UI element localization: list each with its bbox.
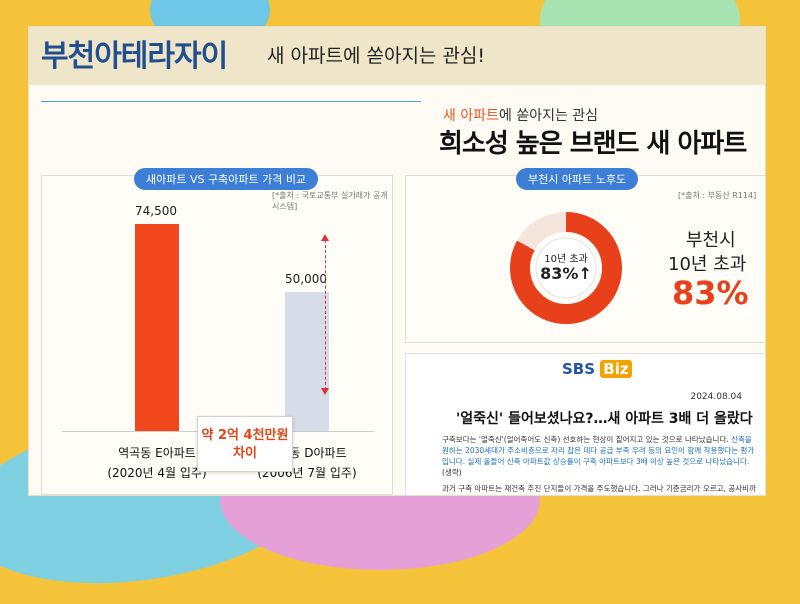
bar-2 (285, 292, 329, 431)
bar-chart: 74,500 역곡동 E아파트 (2020년 4월 입주) 50,000 역곡동 D아파… (42, 176, 394, 495)
news-date: 2024.08.04 (690, 392, 742, 402)
price-gap-callout: 약 2억 4천만원 차이 (197, 416, 293, 472)
news-clipping: SBS Biz 2024.08.04 '얼죽신' 들어보셨나요?…새 아파트 3… (405, 353, 765, 495)
brand-title: 부천아테라자이 (41, 39, 228, 74)
donut-chart (510, 212, 622, 324)
aging-side-line1: 부천시 (686, 230, 736, 251)
callout-line1: 약 2억 4천만원 (201, 428, 289, 443)
content-card: 부천아테라자이 새 아파트에 쏟아지는 관심! 새 아파트에 쏟아지는 관심 희… (28, 26, 766, 496)
news-p2: 과거 구축 아파트는 재건축 추진 단지들이 가격을 주도했습니다. 그러나 기… (442, 484, 756, 493)
bar-value-label: 74,500 (135, 204, 177, 219)
bar-value-label: 50,000 (285, 272, 327, 287)
news-p1: 구축보다는 '얼죽신'(얼어죽어도 신축) 선호하는 현상이 짙어지고 있는 것… (442, 435, 729, 444)
gap-arrow (325, 240, 326, 390)
tagline-rest: 에 쏟아지는 관심 (498, 108, 599, 124)
donut-value: 83%↑ (540, 264, 592, 283)
sbs-biz-logo: SBS Biz (562, 360, 632, 378)
donut-arc (510, 212, 622, 324)
bar-1 (135, 224, 179, 431)
category-line1: 역곡동 E아파트 (118, 446, 196, 460)
tagline-highlight: 새 아파트 (443, 108, 499, 124)
news-body: 구축보다는 '얼죽신'(얼어죽어도 신축) 선호하는 현상이 짙어지고 있는 것… (442, 434, 760, 495)
price-comparison-badge: 새아파트 VS 구축아파트 가격 비교 (134, 168, 319, 190)
donut-label: 10년 초과 (544, 254, 588, 265)
header-subtitle: 새 아파트에 쏟아지는 관심! (267, 45, 486, 67)
category-line2: (2020년 4월 입주) (107, 466, 207, 480)
logo-biz: Biz (600, 360, 632, 378)
news-p1-highlight: 신축을 원하는 2030세대가 주소비층으로 자리 잡은 데다 공급 부족 우려… (442, 435, 755, 466)
aging-side-value: 83% (672, 274, 749, 312)
price-comparison-panel: 새아파트 VS 구축아파트 가격 비교 [*출처 : 국토교통부 실거래가 공개… (41, 168, 394, 495)
header-bar: 부천아테라자이 새 아파트에 쏟아지는 관심! (29, 27, 765, 85)
headline: 희소성 높은 브랜드 새 아파트 (439, 129, 747, 159)
arrow-head-down (321, 388, 329, 395)
tagline: 새 아파트에 쏟아지는 관심 (443, 105, 598, 125)
aging-source: [*출처 : 부동산 R114] (678, 191, 757, 200)
aging-badge: 부천시 아파트 노후도 (516, 168, 639, 190)
divider (41, 101, 421, 102)
source-note: [*출처 : 국토교통부 실거래가 공개시스템] (272, 191, 388, 211)
callout-line2: 차이 (233, 446, 257, 461)
category-label: 역곡동 E아파트 (2020년 4월 입주) (87, 443, 227, 483)
logo-main: SBS (562, 360, 596, 378)
donut-inner (535, 237, 597, 299)
arrow-head-up (321, 234, 329, 241)
aging-panel: 부천시 아파트 노후도 [*출처 : 부동산 R114] 10년 초과 83%↑… (405, 168, 765, 343)
news-title: '얼죽신' 들어보셨나요?…새 아파트 3배 더 올랐다 (456, 411, 753, 427)
aging-side-line2: 10년 초과 (668, 254, 747, 275)
news-p1-omit: (생략) (442, 468, 462, 477)
